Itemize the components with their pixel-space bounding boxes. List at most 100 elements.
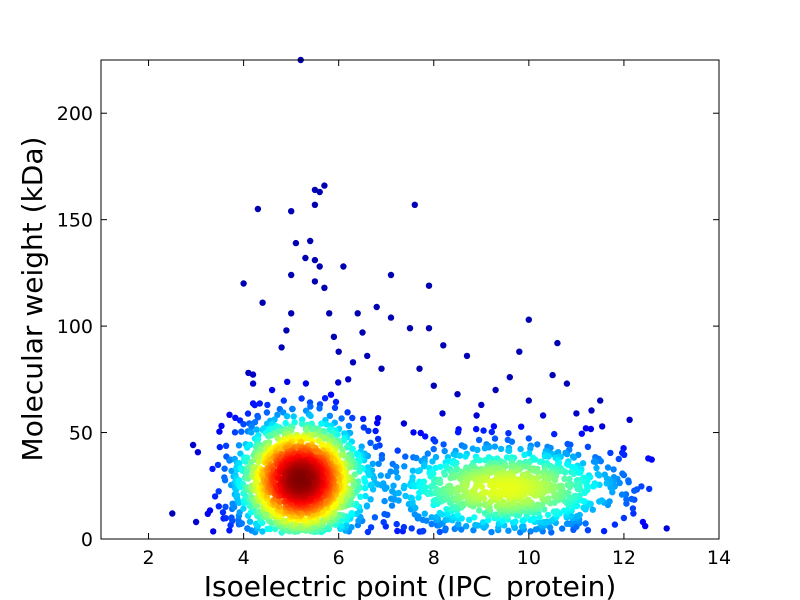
scatter-point: [630, 510, 637, 517]
scatter-point: [406, 325, 414, 332]
scatter-point: [521, 451, 528, 458]
scatter-point: [582, 520, 589, 527]
scatter-point: [390, 482, 397, 489]
scatter-point: [442, 525, 449, 532]
scatter-point: [392, 468, 400, 476]
scatter-point: [288, 310, 295, 317]
scatter-point: [311, 201, 319, 208]
scatter-point: [424, 450, 431, 457]
scatter-point: [518, 423, 525, 430]
scatter-point: [316, 263, 323, 270]
scatter-point: [377, 472, 384, 479]
scatter-point: [259, 528, 266, 535]
scatter-point: [393, 520, 400, 528]
scatter-point: [527, 528, 534, 535]
scatter-point: [440, 441, 447, 448]
scatter-point: [618, 491, 626, 498]
scatter-point: [215, 488, 222, 495]
scatter-point: [348, 510, 355, 517]
scatter-point: [490, 423, 498, 430]
scatter-point: [421, 463, 428, 470]
scatter-point: [476, 507, 483, 514]
scatter-point: [594, 471, 602, 478]
scatter-point: [548, 529, 555, 536]
scatter-point: [381, 510, 388, 518]
scatter-point: [578, 430, 585, 437]
scatter-point: [593, 464, 600, 472]
scatter-point: [580, 504, 587, 511]
scatter-point: [219, 509, 227, 516]
scatter-point: [590, 458, 598, 465]
scatter-point: [432, 453, 440, 461]
scatter-point: [384, 472, 391, 479]
scatter-point: [268, 386, 276, 394]
scatter-point: [321, 435, 328, 442]
scatter-point: [338, 522, 345, 529]
scatter-point: [372, 443, 379, 450]
scatter-point: [584, 443, 592, 450]
scatter-point: [590, 483, 597, 490]
scatter-point: [628, 495, 635, 503]
scatter-point: [371, 514, 379, 521]
scatter-point: [374, 435, 382, 443]
scatter-point: [524, 496, 531, 503]
scatter-point: [415, 494, 422, 501]
scatter-point: [242, 458, 249, 465]
scatter-point: [311, 186, 319, 194]
scatter-point: [362, 492, 369, 500]
scatter-point: [516, 348, 523, 355]
scatter-point: [394, 474, 401, 481]
scatter-point: [367, 524, 375, 531]
scatter-point: [169, 510, 176, 517]
scatter-point: [372, 427, 379, 435]
scatter-point: [345, 422, 353, 429]
scatter-point: [497, 445, 505, 453]
scatter-point: [436, 509, 443, 517]
scatter-point: [589, 506, 596, 513]
scatter-point: [316, 405, 323, 412]
scatter-point: [374, 419, 381, 427]
scatter-point: [222, 503, 229, 510]
scatter-point: [604, 464, 612, 471]
scatter-point: [354, 310, 361, 317]
x-tick-label: 2: [142, 547, 154, 569]
scatter-point: [401, 463, 408, 470]
scatter-point: [561, 475, 568, 482]
scatter-point: [282, 419, 289, 427]
scatter-point: [387, 271, 395, 279]
scatter-point: [251, 401, 258, 409]
scatter-point: [307, 412, 314, 420]
scatter-point: [596, 498, 603, 505]
scatter-point: [587, 425, 595, 433]
scatter-point: [437, 463, 444, 470]
scatter-point: [400, 420, 408, 427]
scatter-point: [249, 371, 257, 378]
scatter-point: [470, 527, 477, 534]
scatter-point: [520, 523, 527, 530]
scatter-point: [246, 518, 254, 525]
scatter-point: [506, 374, 513, 381]
scatter-point: [517, 445, 524, 453]
scatter-point: [253, 426, 260, 433]
scatter-point: [335, 348, 342, 355]
scatter-point: [402, 492, 409, 500]
scatter-point: [215, 503, 222, 510]
scatter-point: [302, 380, 310, 387]
scatter-point: [570, 470, 577, 477]
scatter-point: [456, 452, 464, 459]
x-tick-label: 4: [238, 547, 250, 569]
scatter-point: [288, 271, 295, 279]
scatter-point: [332, 398, 340, 406]
scatter-point: [248, 429, 255, 436]
scatter-point: [534, 441, 541, 448]
scatter-point: [387, 314, 395, 321]
scatter-point: [606, 498, 613, 505]
scatter-point: [218, 422, 225, 430]
scatter-point: [326, 412, 334, 419]
scatter-point: [263, 420, 271, 427]
scatter-point: [216, 428, 223, 435]
scatter-point: [297, 475, 304, 483]
scatter-point: [527, 445, 534, 452]
scatter-point: [600, 527, 608, 535]
scatter-point: [455, 521, 462, 528]
